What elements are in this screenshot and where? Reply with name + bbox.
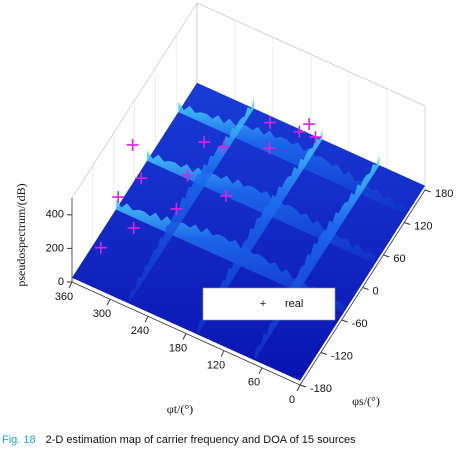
y-tick — [362, 287, 369, 290]
x-tick-label: 180 — [169, 342, 187, 354]
legend-box — [202, 287, 336, 321]
x-tick-label: 360 — [55, 291, 73, 303]
y-tick-label: 60 — [393, 253, 405, 265]
x-tick — [106, 298, 111, 306]
y-tick — [341, 319, 348, 323]
real-marker — [217, 141, 230, 154]
real-marker — [309, 131, 322, 144]
y-tick — [299, 384, 307, 388]
x-tick — [182, 333, 187, 340]
z-axis-label: pseudospectrum/(dB) — [14, 183, 28, 286]
real-marker — [94, 241, 107, 254]
x-tick — [296, 384, 301, 392]
caption-label: Fig. 18 — [2, 434, 36, 446]
y-tick-label: -60 — [352, 318, 368, 330]
surface-ridge — [197, 128, 323, 335]
x-tick — [220, 350, 225, 357]
real-marker — [220, 189, 233, 202]
z-tick-label: 200 — [46, 242, 64, 254]
z-tick-label: 400 — [46, 209, 64, 221]
y-tick — [404, 222, 411, 225]
real-marker — [126, 138, 139, 151]
y-tick — [320, 352, 327, 355]
real-marker — [198, 136, 211, 149]
real-marker — [303, 118, 316, 131]
caption-text: 2-D estimation map of carrier frequency … — [46, 434, 356, 446]
legend-label: real — [285, 298, 303, 310]
x-tick — [68, 281, 73, 289]
x-tick — [144, 316, 149, 323]
x-axis-label: φt/(°) — [167, 402, 193, 416]
x-tick-label: 60 — [248, 377, 260, 389]
x-tick — [258, 367, 263, 375]
y-tick-label: 180 — [435, 188, 453, 200]
caption: Fig. 18 2-D estimation map of carrier fre… — [2, 434, 356, 446]
surface — [71, 1, 426, 381]
real-marker — [181, 169, 194, 182]
y-axis-label: φs/(°) — [352, 394, 380, 408]
x-tick-label: 0 — [289, 394, 295, 406]
legend-marker: + — [260, 298, 266, 310]
y-tick — [424, 189, 432, 193]
real-marker — [135, 172, 148, 185]
real-marker — [170, 202, 183, 215]
real-marker — [112, 191, 125, 204]
real-marker — [127, 221, 140, 234]
y-tick — [383, 254, 390, 258]
y-tick-label: -180 — [310, 383, 332, 395]
x-tick-label: 300 — [93, 308, 111, 320]
y-tick-label: 120 — [414, 220, 432, 232]
real-marker — [263, 116, 276, 129]
y-tick-label: 0 — [373, 285, 379, 297]
z-tick-label: 0 — [58, 276, 64, 288]
real-marker — [263, 142, 276, 155]
real-marker — [293, 125, 306, 138]
y-tick-label: -120 — [331, 350, 353, 362]
x-tick-label: 240 — [131, 325, 149, 337]
x-tick-label: 120 — [207, 360, 225, 372]
surface-ridge — [129, 97, 254, 304]
